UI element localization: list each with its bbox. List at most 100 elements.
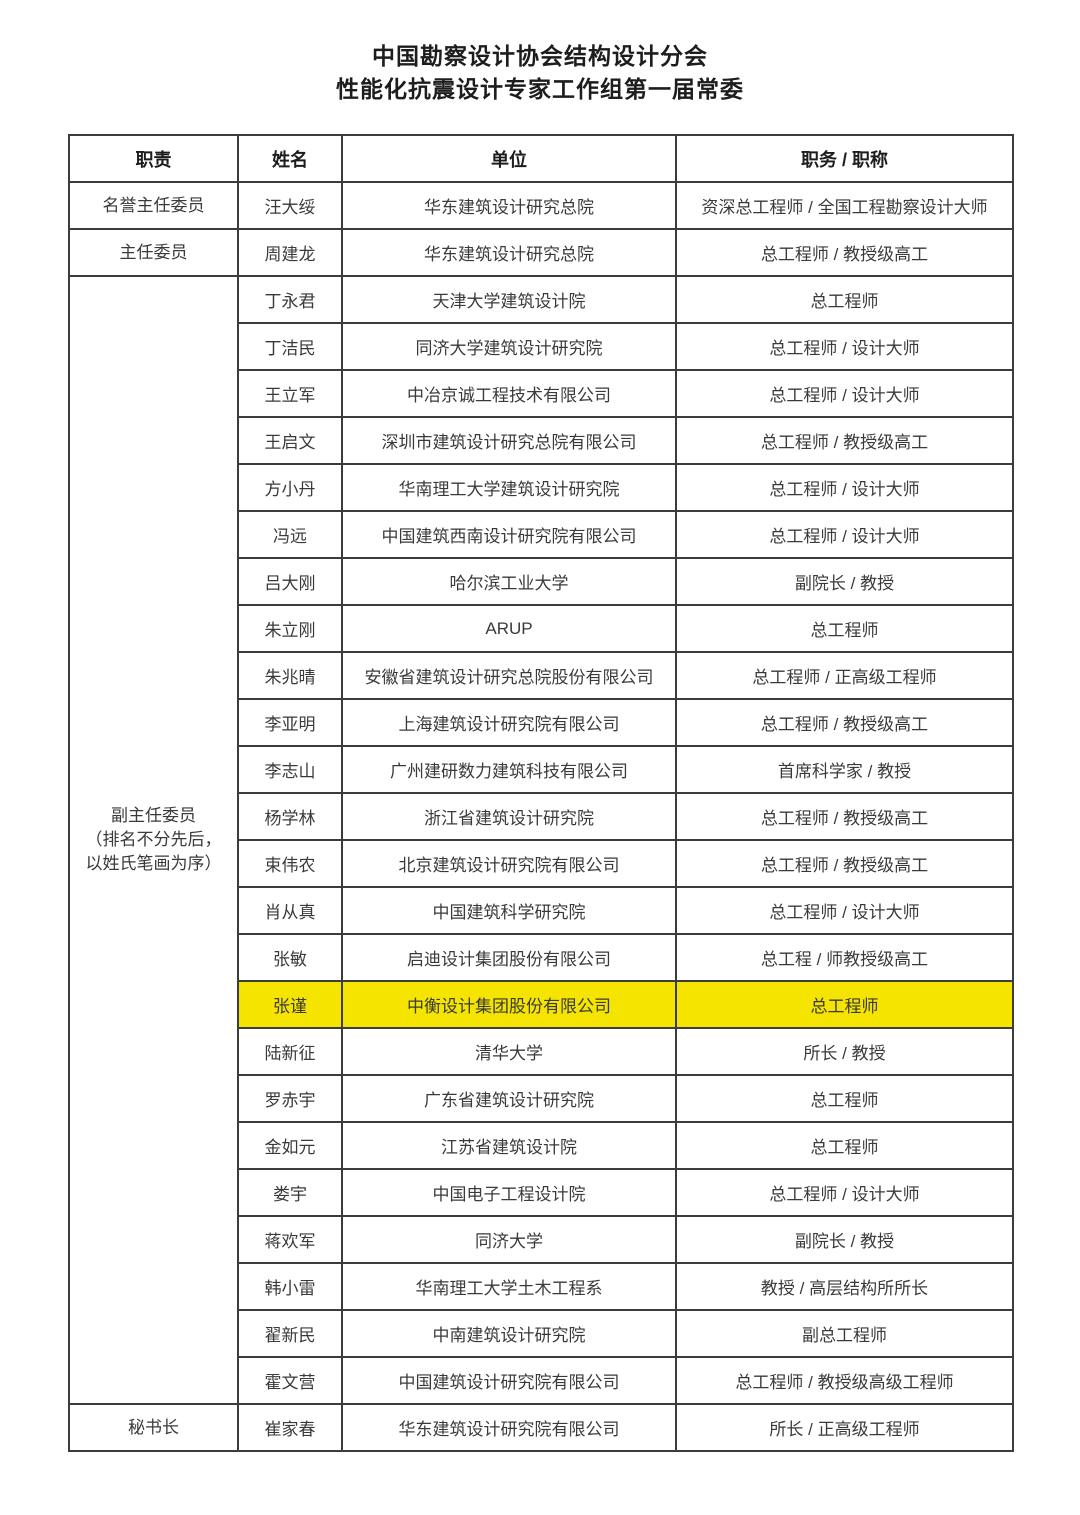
table-row: 杨学林 浙江省建筑设计研究院 总工程师 / 教授级高工 xyxy=(69,792,1014,841)
table-row: 朱立刚 ARUP 总工程师 xyxy=(69,604,1014,653)
table-row: 束伟农 北京建筑设计研究院有限公司 总工程师 / 教授级高工 xyxy=(69,839,1014,888)
table-row: 霍文营 中国建筑设计研究院有限公司 总工程师 / 教授级高级工程师 xyxy=(69,1356,1014,1405)
title-cell: 副院长 / 教授 xyxy=(675,557,1014,606)
name-cell: 方小丹 xyxy=(237,463,343,512)
name-cell: 李志山 xyxy=(237,745,343,794)
org-cell: 中南建筑设计研究院 xyxy=(341,1309,677,1358)
name-cell: 朱兆晴 xyxy=(237,651,343,700)
header-org: 单位 xyxy=(341,134,677,183)
header-title: 职务 / 职称 xyxy=(675,134,1014,183)
table-row: 韩小雷 华南理工大学土木工程系 教授 / 高层结构所所长 xyxy=(69,1262,1014,1311)
title-cell: 总工程师 xyxy=(675,1074,1014,1123)
title-cell: 副院长 / 教授 xyxy=(675,1215,1014,1264)
org-cell: 华东建筑设计研究总院 xyxy=(341,228,677,277)
title-line-1: 中国勘察设计协会结构设计分会 xyxy=(372,43,708,69)
name-cell: 束伟农 xyxy=(237,839,343,888)
title-cell: 总工程师 / 教授级高工 xyxy=(675,228,1014,277)
table-row: 罗赤宇 广东省建筑设计研究院 总工程师 xyxy=(69,1074,1014,1123)
name-cell: 朱立刚 xyxy=(237,604,343,653)
name-cell: 吕大刚 xyxy=(237,557,343,606)
title-cell: 总工程师 / 正高级工程师 xyxy=(675,651,1014,700)
name-cell: 丁永君 xyxy=(237,275,343,324)
title-cell: 总工程师 / 设计大师 xyxy=(675,322,1014,371)
header-role: 职责 xyxy=(68,134,239,183)
org-cell: 江苏省建筑设计院 xyxy=(341,1121,677,1170)
org-cell: 上海建筑设计研究院有限公司 xyxy=(341,698,677,747)
title-cell: 总工程师 / 设计大师 xyxy=(675,463,1014,512)
name-cell: 娄宇 xyxy=(237,1168,343,1217)
title-cell: 总工程师 / 教授级高工 xyxy=(675,416,1014,465)
org-cell: 同济大学建筑设计研究院 xyxy=(341,322,677,371)
table-row: 丁洁民 同济大学建筑设计研究院 总工程师 / 设计大师 xyxy=(69,322,1014,371)
name-cell: 崔家春 xyxy=(237,1403,343,1452)
table-row: 蒋欢军 同济大学 副院长 / 教授 xyxy=(69,1215,1014,1264)
table-row: 主任委员 周建龙 华东建筑设计研究总院 总工程师 / 教授级高工 xyxy=(68,228,1014,277)
name-cell: 韩小雷 xyxy=(237,1262,343,1311)
title-cell: 总工程师 / 设计大师 xyxy=(675,510,1014,559)
header-name: 姓名 xyxy=(237,134,343,183)
name-cell: 张谨 xyxy=(237,980,343,1029)
table-row: 翟新民 中南建筑设计研究院 副总工程师 xyxy=(69,1309,1014,1358)
name-cell: 丁洁民 xyxy=(237,322,343,371)
role-cell: 名誉主任委员 xyxy=(68,181,239,230)
title-cell: 资深总工程师 / 全国工程勘察设计大师 xyxy=(675,181,1014,230)
org-cell: ARUP xyxy=(341,604,677,653)
org-cell: 中衡设计集团股份有限公司 xyxy=(341,980,677,1029)
table-row: 王立军 中冶京诚工程技术有限公司 总工程师 / 设计大师 xyxy=(69,369,1014,418)
table-row: 秘书长 崔家春 华东建筑设计研究院有限公司 所长 / 正高级工程师 xyxy=(68,1403,1014,1452)
org-cell: 哈尔滨工业大学 xyxy=(341,557,677,606)
title-cell: 教授 / 高层结构所所长 xyxy=(675,1262,1014,1311)
table-row: 朱兆晴 安徽省建筑设计研究总院股份有限公司 总工程师 / 正高级工程师 xyxy=(69,651,1014,700)
org-cell: 深圳市建筑设计研究总院有限公司 xyxy=(341,416,677,465)
title-cell: 总工程师 / 教授级高工 xyxy=(675,792,1014,841)
title-cell: 副总工程师 xyxy=(675,1309,1014,1358)
title-cell: 总工程师 xyxy=(675,1121,1014,1170)
title-cell: 总工程师 / 教授级高工 xyxy=(675,839,1014,888)
org-cell: 华南理工大学建筑设计研究院 xyxy=(341,463,677,512)
name-cell: 汪大绥 xyxy=(237,181,343,230)
title-cell: 总工程师 / 设计大师 xyxy=(675,369,1014,418)
org-cell: 北京建筑设计研究院有限公司 xyxy=(341,839,677,888)
org-cell: 中国电子工程设计院 xyxy=(341,1168,677,1217)
title-cell: 总工程师 / 教授级高级工程师 xyxy=(675,1356,1014,1405)
name-cell: 张敏 xyxy=(237,933,343,982)
name-cell: 肖从真 xyxy=(237,886,343,935)
name-cell: 翟新民 xyxy=(237,1309,343,1358)
title-cell: 总工程师 xyxy=(675,980,1014,1029)
name-cell: 陆新征 xyxy=(237,1027,343,1076)
name-cell: 罗赤宇 xyxy=(237,1074,343,1123)
name-cell: 冯远 xyxy=(237,510,343,559)
role-cell: 主任委员 xyxy=(68,228,239,277)
name-cell: 李亚明 xyxy=(237,698,343,747)
table-body: 名誉主任委员 汪大绥 华东建筑设计研究总院 资深总工程师 / 全国工程勘察设计大师 主任… xyxy=(68,181,1014,1452)
table-row: 陆新征 清华大学 所长 / 教授 xyxy=(69,1027,1014,1076)
org-cell: 广州建研数力建筑科技有限公司 xyxy=(341,745,677,794)
table-row: 娄宇 中国电子工程设计院 总工程师 / 设计大师 xyxy=(69,1168,1014,1217)
name-cell: 霍文营 xyxy=(237,1356,343,1405)
org-cell: 同济大学 xyxy=(341,1215,677,1264)
org-cell: 浙江省建筑设计研究院 xyxy=(341,792,677,841)
committee-table: 职责 姓名 单位 职务 / 职称 名誉主任委员 汪大绥 华东建筑设计研究总院 资深总工… xyxy=(68,134,1014,1452)
table-row: 名誉主任委员 汪大绥 华东建筑设计研究总院 资深总工程师 / 全国工程勘察设计大师 xyxy=(68,181,1014,230)
name-cell: 金如元 xyxy=(237,1121,343,1170)
table-row: 方小丹 华南理工大学建筑设计研究院 总工程师 / 设计大师 xyxy=(69,463,1014,512)
title-line-2: 性能化抗震设计专家工作组第一届常委 xyxy=(336,76,744,102)
org-cell: 启迪设计集团股份有限公司 xyxy=(341,933,677,982)
org-cell: 广东省建筑设计研究院 xyxy=(341,1074,677,1123)
title-cell: 总工程师 xyxy=(675,604,1014,653)
org-cell: 华南理工大学土木工程系 xyxy=(341,1262,677,1311)
table-row: 吕大刚 哈尔滨工业大学 副院长 / 教授 xyxy=(69,557,1014,606)
org-cell: 天津大学建筑设计院 xyxy=(341,275,677,324)
title-cell: 总工程师 / 设计大师 xyxy=(675,886,1014,935)
table-row: 张敏 启迪设计集团股份有限公司 总工程 / 师教授级高工 xyxy=(69,933,1014,982)
org-cell: 安徽省建筑设计研究总院股份有限公司 xyxy=(341,651,677,700)
table-row-highlighted: 张谨 中衡设计集团股份有限公司 总工程师 xyxy=(69,980,1014,1029)
org-cell: 清华大学 xyxy=(341,1027,677,1076)
org-cell: 华东建筑设计研究总院 xyxy=(341,181,677,230)
role-cell: 副主任委员 （排名不分先后， 以姓氏笔画为序） xyxy=(68,275,239,1405)
title-cell: 总工程师 xyxy=(675,275,1014,324)
document-title: 中国勘察设计协会结构设计分会 性能化抗震设计专家工作组第一届常委 xyxy=(0,0,1080,106)
table-header-row: 职责 姓名 单位 职务 / 职称 xyxy=(68,134,1014,183)
role-cell: 秘书长 xyxy=(68,1403,239,1452)
